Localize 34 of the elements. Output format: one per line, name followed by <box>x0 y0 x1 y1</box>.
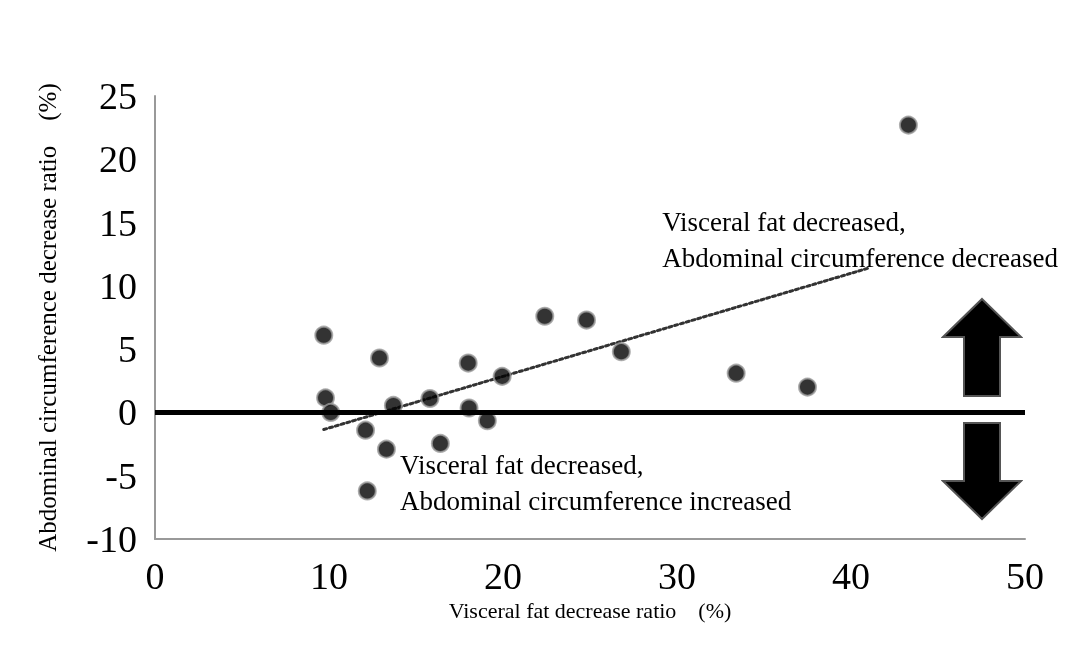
point <box>798 377 817 397</box>
x-tick-label: 30 <box>658 555 696 597</box>
x-tick-label: 10 <box>310 555 348 597</box>
point <box>356 420 376 440</box>
y-tick-label: 5 <box>118 328 137 371</box>
x-tick-label: 20 <box>484 555 522 597</box>
x-axis-title: Visceral fat decrease ratio (%) <box>448 598 732 624</box>
x-tick-label: 40 <box>832 555 870 597</box>
point <box>376 439 396 459</box>
y-tick-label: 25 <box>99 75 137 117</box>
point <box>316 388 336 408</box>
point <box>726 363 746 383</box>
y-tick-label: 20 <box>99 138 137 181</box>
annotation: Visceral fat decreased, Abdominal circumference decreased <box>662 207 1059 273</box>
y-tick-label: 0 <box>118 391 137 434</box>
y-axis-title: Abdominal circumference decrease ratio (%) <box>34 83 62 552</box>
point <box>611 342 631 362</box>
point <box>314 325 334 345</box>
point <box>577 310 597 330</box>
point <box>369 348 389 368</box>
x-tick-label: 0 <box>145 555 165 597</box>
y-tick-label: 15 <box>99 201 137 244</box>
y-tick-label: -5 <box>105 454 137 497</box>
point <box>430 433 450 453</box>
point <box>535 306 555 326</box>
y-tick-label: -10 <box>86 518 137 560</box>
point <box>492 366 512 386</box>
annotation: Visceral fat decreased, Abdominal circumference increased <box>400 450 792 516</box>
point <box>458 353 478 373</box>
y-tick-label: 10 <box>99 264 137 307</box>
x-tick-label: 50 <box>1006 555 1044 597</box>
point <box>898 115 918 135</box>
point <box>420 389 440 408</box>
point <box>357 481 377 501</box>
